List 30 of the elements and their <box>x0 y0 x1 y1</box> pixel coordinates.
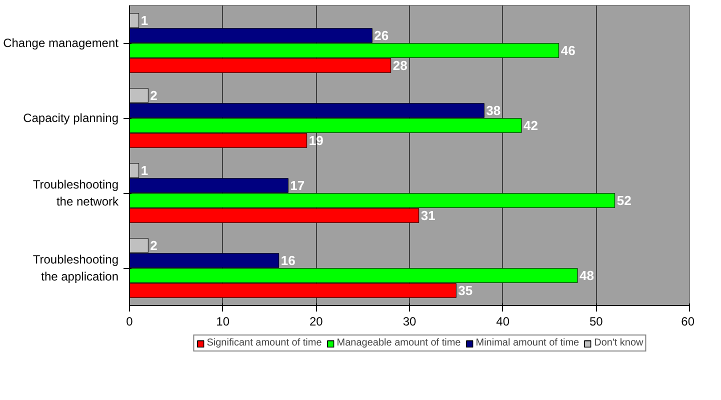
y-tick-label: Change management <box>3 36 120 50</box>
data-label: 2 <box>150 238 158 253</box>
data-label: 38 <box>486 103 501 118</box>
x-tick-label: 40 <box>496 314 510 328</box>
data-label: 16 <box>280 253 296 268</box>
y-tick-label: Troubleshooting the application <box>32 252 119 284</box>
legend-label: Don't know <box>594 338 644 348</box>
x-tick-label: 20 <box>309 314 324 328</box>
legend-label: Manageable amount of time <box>336 338 461 348</box>
legend-label: Minimal amount of time <box>476 338 580 348</box>
data-label: 1 <box>140 163 148 178</box>
x-tick-label: 10 <box>216 314 230 328</box>
data-label: 28 <box>392 58 408 73</box>
data-label: 42 <box>524 118 538 133</box>
x-tick-label: 0 <box>126 314 134 328</box>
data-label: 1 <box>140 13 148 28</box>
data-label: 46 <box>560 43 576 58</box>
x-tick-label: 50 <box>589 314 604 328</box>
data-label: 17 <box>290 178 305 193</box>
y-tick-label: Capacity planning <box>23 111 119 125</box>
data-label: 31 <box>420 208 436 223</box>
data-label: 26 <box>374 28 389 43</box>
legend-label: Significant amount of time <box>206 338 322 348</box>
data-label: 35 <box>458 283 473 298</box>
x-tick-label: 30 <box>402 314 416 328</box>
data-label: 52 <box>616 193 632 208</box>
data-label: 2 <box>150 88 158 103</box>
data-label: 48 <box>580 268 594 283</box>
x-tick-label: 60 <box>681 314 695 328</box>
y-tick-label: Troubleshooting the network <box>32 178 120 208</box>
